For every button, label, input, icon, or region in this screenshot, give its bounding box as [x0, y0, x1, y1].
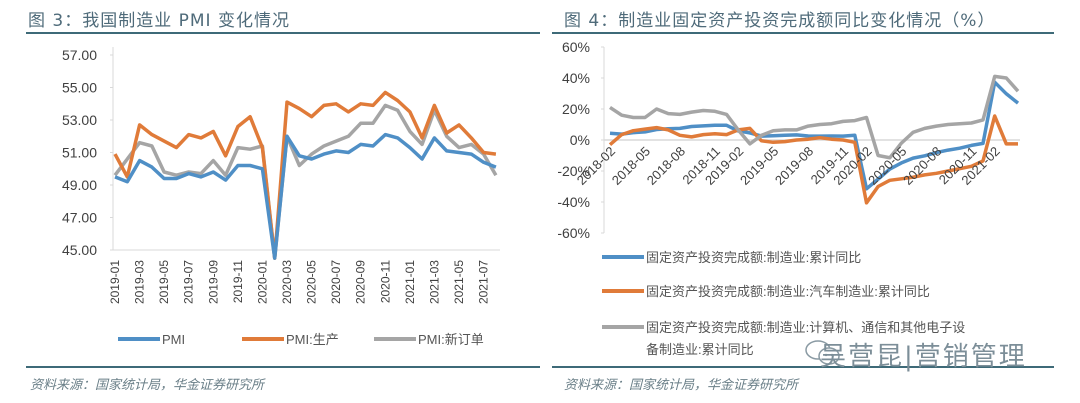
investment-chart: -60%-40%-20%0%20%40%60%2018-022018-05201… [557, 39, 1020, 357]
y-tick-label: 53.00 [62, 112, 97, 128]
x-tick-label: 2020-08 [900, 144, 944, 188]
footer-rule [26, 366, 540, 368]
y-tick-label: 51.00 [62, 145, 97, 161]
y-tick-label: -60% [557, 225, 590, 241]
x-tick-label: 2021-03 [427, 260, 441, 304]
y-tick-label: 47.00 [62, 210, 97, 226]
y-tick-label: -40% [557, 194, 590, 210]
figure-3-panel: 图 3：我国制造业 PMI 变化情况 45.00 47.00 49.00 51.00 5… [26, 6, 540, 393]
x-tick-label: 2019-03 [133, 260, 147, 304]
x-tick-label: 2018-08 [644, 144, 688, 188]
figure-3-number: 图 3： [28, 11, 83, 31]
series-line-new-orders [113, 103, 498, 260]
legend-label-pmi: PMI [162, 332, 185, 347]
legend-label-manufacturing: 固定资产投资完成额:制造业:累计同比 [646, 250, 861, 265]
legend-label-new-orders: PMI:新订单 [418, 332, 484, 347]
title-rule [552, 32, 1054, 34]
x-tick-label: 2021-01 [403, 260, 417, 304]
pmi-chart: 45.00 47.00 49.00 51.00 53.00 55.00 57.00 2019-… [62, 47, 500, 347]
figure-3-caption: 我国制造业 PMI 变化情况 [82, 11, 290, 31]
x-tick-label: 2020-03 [280, 260, 294, 304]
legend-label-auto: 固定资产投资完成额:制造业:汽车制造业:累计同比 [646, 284, 930, 299]
source-note: 资料来源：国家统计局，华金证券研究所 [564, 378, 799, 393]
watermark-text: 吴营昆|营销管理 [820, 342, 1027, 372]
series-line-auto [608, 114, 1018, 205]
y-tick-label: 0% [570, 132, 590, 148]
x-tick-label: 2019-08 [772, 144, 816, 188]
series-line-production [113, 90, 497, 260]
y-tick-label: 40% [562, 70, 590, 86]
y-tick-label: 55.00 [62, 80, 97, 96]
y-tick-label: 20% [562, 101, 590, 117]
y-tick-label: -20% [557, 163, 590, 179]
x-tick-label: 2020-07 [329, 260, 343, 304]
y-tick-label: 57.00 [62, 47, 97, 63]
legend-label-electronics-line1: 固定资产投资完成额:制造业:计算机、通信和其他电子设 [646, 320, 965, 335]
x-tick-label: 2019-09 [206, 260, 220, 304]
x-tick-label: 2019-07 [182, 260, 196, 304]
series-line-electronics [609, 74, 1020, 160]
figure-3-title: 图 3：我国制造业 PMI 变化情况 [28, 6, 290, 31]
x-tick-label: 2020-05 [305, 260, 319, 304]
y-tick-label: 49.00 [62, 177, 97, 193]
x-tick-label: 2020-01 [255, 260, 269, 304]
y-tick-label: 60% [562, 39, 590, 55]
y-tick-label: 45.00 [62, 242, 97, 258]
x-tick-label: 2019-05 [157, 260, 171, 304]
title-rule [26, 32, 540, 34]
figure-4-panel: 图 4：制造业固定资产投资完成额同比变化情况（%） -60% -40% -20% 0%… [540, 0, 1080, 403]
legend-label-production: PMI:生产 [286, 332, 339, 347]
x-tick-label: 2019-01 [108, 260, 122, 304]
footer-rule [552, 366, 1054, 368]
x-tick-label: 2021-05 [452, 260, 466, 304]
figure-4-caption: 制造业固定资产投资完成额同比变化情况（%） [618, 11, 996, 31]
legend-label-electronics-line2: 备制造业:累计同比 [646, 342, 754, 357]
figure-4-number: 图 4： [564, 11, 619, 31]
x-tick-label: 2019-11 [231, 260, 245, 303]
x-tick-label: 2020-09 [354, 260, 368, 304]
series-line-manufacturing [609, 80, 1020, 191]
x-tick-label: 2020-11 [378, 260, 392, 303]
source-note: 资料来源：国家统计局，华金证券研究所 [30, 378, 265, 393]
series-line-pmi [114, 132, 497, 260]
x-tick-label: 2021-07 [477, 260, 491, 304]
wechat-icon [805, 340, 840, 365]
figure-4-title: 图 4：制造业固定资产投资完成额同比变化情况（%） [564, 6, 995, 31]
